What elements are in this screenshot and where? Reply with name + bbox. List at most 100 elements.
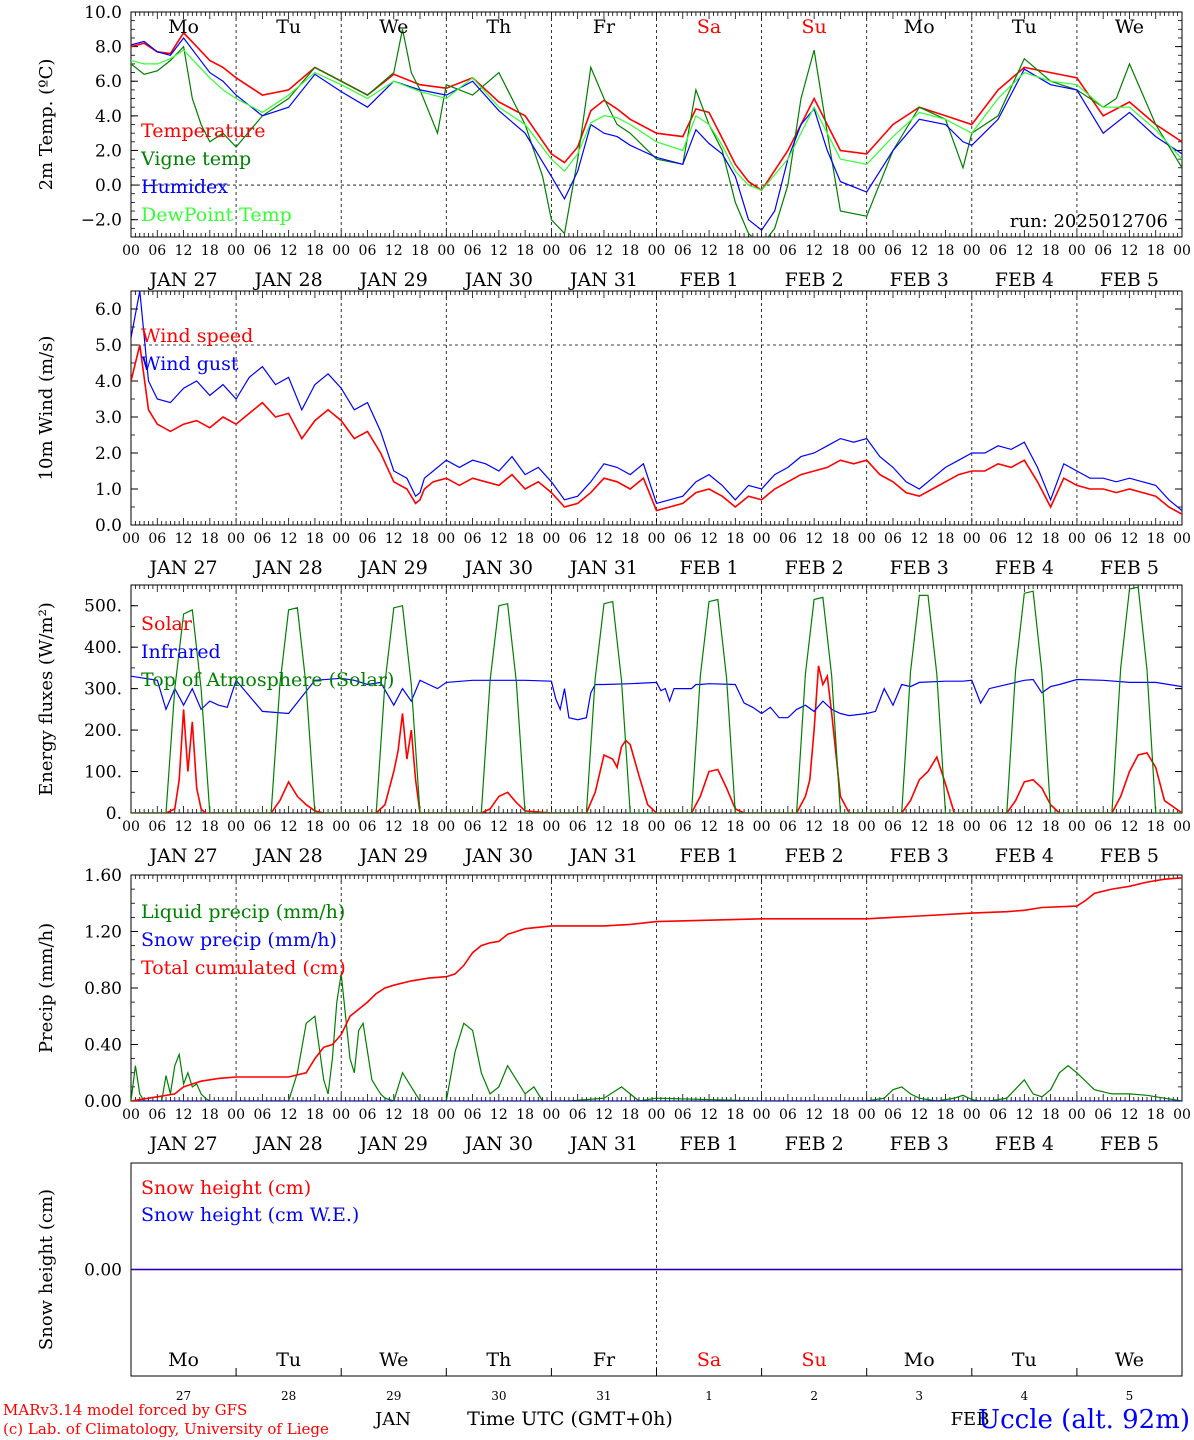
hour-label: 06 xyxy=(148,819,166,835)
hour-label: 18 xyxy=(832,243,850,259)
day-number: 5 xyxy=(1126,1389,1134,1403)
hour-label: 00 xyxy=(227,243,245,259)
hour-label: 12 xyxy=(1015,1107,1033,1123)
hour-label: 06 xyxy=(148,531,166,547)
weekday-label: Mo xyxy=(904,16,935,38)
hour-label: 00 xyxy=(542,531,560,547)
hour-label: 06 xyxy=(359,1107,377,1123)
weekday-label: We xyxy=(379,16,408,38)
weekday-label: Mo xyxy=(168,16,199,38)
y-tick-label: 400. xyxy=(84,638,122,658)
hour-label: 18 xyxy=(937,243,955,259)
date-label: FEB 1 xyxy=(679,1133,738,1155)
weekday-label: Sa xyxy=(697,1349,721,1371)
hour-label: 18 xyxy=(937,1107,955,1123)
legend-entry: Solar xyxy=(141,613,193,635)
legend-entry: Wind speed xyxy=(141,325,253,347)
hour-label: 18 xyxy=(621,243,639,259)
hour-label: 00 xyxy=(542,1107,560,1123)
hour-label: 06 xyxy=(779,819,797,835)
hour-label: 12 xyxy=(280,531,298,547)
y-tick-label: 6.0 xyxy=(95,72,122,92)
series-line-2 xyxy=(131,675,1182,721)
date-label: JAN 31 xyxy=(568,269,638,291)
hour-label: 12 xyxy=(595,531,613,547)
hour-label: 18 xyxy=(516,819,534,835)
hour-label: 00 xyxy=(332,1107,350,1123)
day-number: 1 xyxy=(705,1389,713,1403)
hour-label: 12 xyxy=(805,531,823,547)
panel-4: 1.60 1.20 0.80 0.40 0.00 Precip (mm/h) Liquid … xyxy=(36,866,1191,1155)
date-label: FEB 1 xyxy=(679,557,738,579)
day-number: 2 xyxy=(810,1389,818,1403)
hour-label: 12 xyxy=(805,243,823,259)
y-axis-label: Snow height (cm) xyxy=(36,1189,57,1350)
y-tick-label: 4.0 xyxy=(95,107,122,127)
hour-label: 18 xyxy=(1147,531,1165,547)
hour-label: 06 xyxy=(464,819,482,835)
y-tick-label: 0.00 xyxy=(84,1092,122,1112)
hour-label: 06 xyxy=(1094,531,1112,547)
hour-label: 00 xyxy=(227,1107,245,1123)
hour-label: 12 xyxy=(910,819,928,835)
hour-label: 18 xyxy=(411,1107,429,1123)
hour-label: 18 xyxy=(1147,243,1165,259)
hour-label: 00 xyxy=(332,531,350,547)
hour-label: 06 xyxy=(989,819,1007,835)
station-label: Uccle (alt. 92m) xyxy=(978,1405,1190,1435)
hour-label: 18 xyxy=(306,531,324,547)
hour-label: 12 xyxy=(175,531,193,547)
hour-label: 18 xyxy=(201,531,219,547)
weekday-label: Mo xyxy=(168,1349,199,1371)
hour-label: 12 xyxy=(385,243,403,259)
hour-label: 00 xyxy=(648,819,666,835)
y-tick-label: 0.00 xyxy=(84,1261,122,1281)
hour-label: 06 xyxy=(779,243,797,259)
weekday-label: Tu xyxy=(276,1349,301,1371)
hour-label: 18 xyxy=(411,531,429,547)
series-line-3 xyxy=(131,586,1182,813)
date-label: JAN 27 xyxy=(147,557,217,579)
hour-label: 06 xyxy=(674,531,692,547)
hour-label: 18 xyxy=(832,1107,850,1123)
hour-label: 06 xyxy=(989,243,1007,259)
hour-label: 12 xyxy=(910,243,928,259)
hour-label: 06 xyxy=(884,243,902,259)
hour-label: 12 xyxy=(595,819,613,835)
series-line-1 xyxy=(131,665,1182,813)
date-label: JAN 27 xyxy=(147,845,217,867)
hour-label: 12 xyxy=(700,1107,718,1123)
date-label: FEB 2 xyxy=(785,269,844,291)
hour-label: 12 xyxy=(805,819,823,835)
y-tick-label: 2.0 xyxy=(95,444,122,464)
date-label: JAN 31 xyxy=(568,1133,638,1155)
series-line-2 xyxy=(131,291,1182,512)
y-tick-label: −2.0 xyxy=(81,211,122,231)
date-label: FEB 4 xyxy=(995,269,1054,291)
day-number: 27 xyxy=(176,1389,191,1403)
y-tick-label: 300. xyxy=(84,680,122,700)
day-number: 31 xyxy=(596,1389,611,1403)
weekday-label: We xyxy=(1115,16,1144,38)
hour-label: 18 xyxy=(937,819,955,835)
hour-label: 06 xyxy=(1094,243,1112,259)
date-label: JAN 30 xyxy=(463,845,533,867)
legend-entry: Infrared xyxy=(141,641,221,663)
hour-label: 00 xyxy=(753,531,771,547)
date-label: JAN 30 xyxy=(463,557,533,579)
hour-label: 18 xyxy=(1042,531,1060,547)
hour-label: 18 xyxy=(621,819,639,835)
legend-entry: Humidex xyxy=(141,176,228,198)
date-label: FEB 2 xyxy=(785,1133,844,1155)
weekday-label: Th xyxy=(486,1349,511,1371)
hour-label: 06 xyxy=(148,243,166,259)
date-label: FEB 4 xyxy=(995,1133,1054,1155)
hour-label: 18 xyxy=(1147,1107,1165,1123)
hour-label: 06 xyxy=(779,531,797,547)
weekday-label: Su xyxy=(802,16,827,38)
day-number: 3 xyxy=(915,1389,923,1403)
hour-label: 18 xyxy=(201,243,219,259)
hour-label: 18 xyxy=(411,243,429,259)
hour-label: 00 xyxy=(1068,1107,1086,1123)
